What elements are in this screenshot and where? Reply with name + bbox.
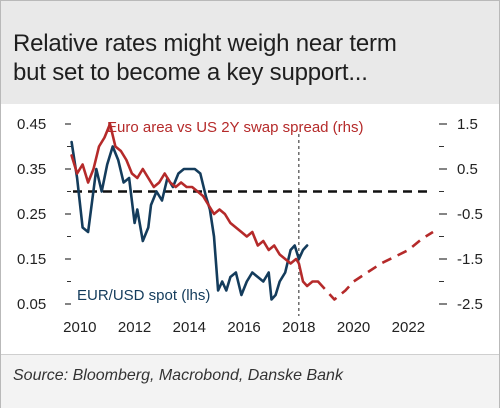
spread-series-line <box>70 122 320 288</box>
spread-series-label: Euro area vs US 2Y swap spread (rhs) <box>107 119 364 136</box>
source-note: Source: Bloomberg, Macrobond, Danske Ban… <box>13 367 343 384</box>
title-line-1: Relative rates might weigh near term <box>13 30 397 57</box>
x-tick-label: 2012 <box>118 319 151 336</box>
plot-area: 0.45 0.35 0.25 0.15 0.05 1.5 0.5 -0.5 -1.5 -2.5 20… <box>1 104 499 354</box>
x-tick-label: 2018 <box>282 319 315 336</box>
x-tick-label: 2014 <box>173 319 206 336</box>
x-tick-label: 2016 <box>227 319 260 336</box>
y-right-tick-label: 1.5 <box>457 116 478 133</box>
x-tick-label: 2022 <box>392 319 425 336</box>
y-right-tick-label: -0.5 <box>457 206 483 223</box>
y-left-tick-label: 0.35 <box>17 161 46 178</box>
y-left-tick-label: 0.45 <box>17 116 46 133</box>
title-line-2: but set to become a key support... <box>13 59 368 86</box>
y-right-tick-label: -2.5 <box>457 296 483 313</box>
title-area: Relative rates might weigh near term but… <box>1 1 499 104</box>
y-left-tick-label: 0.25 <box>17 206 46 223</box>
spread-forecast-line <box>317 230 434 301</box>
y-right-tick-label: -1.5 <box>457 251 483 268</box>
y-left-tick-label: 0.15 <box>17 251 46 268</box>
eurusd-series-line <box>70 140 309 301</box>
line-chart: 0.45 0.35 0.25 0.15 0.05 1.5 0.5 -0.5 -1.5 -2.5 20… <box>17 116 483 336</box>
chart-title: Relative rates might weigh near term but… <box>13 29 489 87</box>
y-right-tick-label: 0.5 <box>457 161 478 178</box>
y-left-tick-label: 0.05 <box>17 296 46 313</box>
x-tick-label: 2010 <box>63 319 96 336</box>
x-tick-label: 2020 <box>337 319 370 336</box>
footer: Source: Bloomberg, Macrobond, Danske Ban… <box>1 354 499 408</box>
eurusd-series-label: EUR/USD spot (lhs) <box>77 287 210 304</box>
